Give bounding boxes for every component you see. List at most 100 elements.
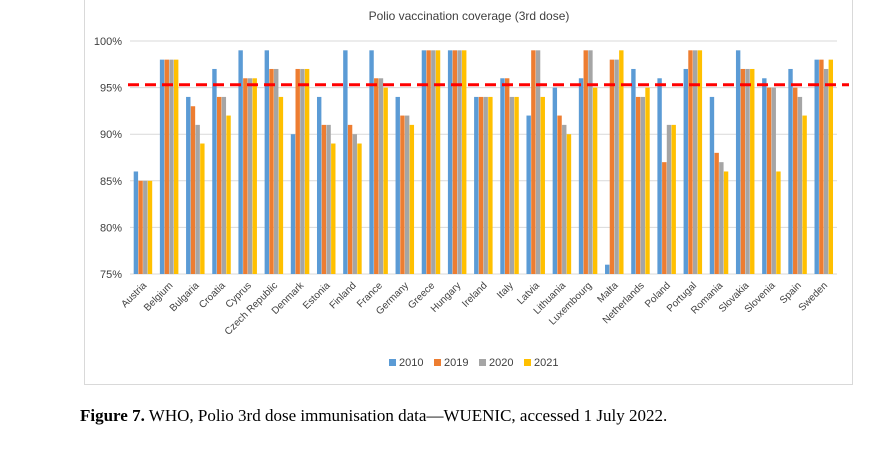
bar: [697, 50, 703, 274]
bar: [252, 78, 257, 274]
y-tick-label: 80%: [100, 222, 122, 234]
bar: [278, 96, 284, 274]
bar: [374, 78, 379, 274]
bar: [164, 59, 169, 274]
bar: [474, 96, 479, 274]
y-tick-label: 100%: [94, 36, 122, 48]
bar: [343, 50, 348, 274]
bar: [740, 68, 746, 275]
bar: [614, 59, 619, 274]
bar: [645, 87, 650, 274]
bar: [688, 50, 693, 274]
bar: [750, 68, 755, 275]
bar: [143, 180, 148, 274]
bar: [400, 115, 405, 274]
bar: [421, 50, 427, 274]
bar: [483, 96, 488, 274]
bar: [745, 68, 750, 275]
y-tick-label: 75%: [100, 269, 122, 281]
bar: [557, 115, 562, 274]
bar: [671, 124, 676, 274]
bar: [173, 59, 179, 274]
bar: [221, 96, 227, 274]
bar: [478, 96, 484, 274]
bar: [514, 96, 519, 274]
bar: [212, 68, 217, 275]
bar: [238, 50, 243, 274]
figure-caption: Figure 7. WHO, Polio 3rd dose immunisati…: [80, 406, 667, 426]
bar: [635, 96, 641, 274]
bar: [331, 143, 336, 274]
bar: [216, 96, 222, 274]
bar: [562, 124, 567, 274]
bar: [588, 50, 593, 274]
legend: 2010 2019 2020 2021: [389, 357, 558, 369]
bar: [819, 59, 824, 274]
bar: [802, 115, 807, 274]
legend-label: 2021: [534, 357, 558, 369]
x-category-label: Finland: [328, 280, 359, 311]
bar: [578, 78, 584, 274]
bar: [735, 50, 741, 274]
bar: [369, 50, 374, 274]
bar: [714, 152, 719, 274]
bar: [357, 143, 362, 274]
bar: [823, 68, 829, 275]
bar: [300, 68, 305, 275]
x-category-label: Croatia: [197, 280, 228, 311]
y-tick-label: 85%: [100, 176, 122, 188]
bar: [295, 68, 300, 275]
bar: [526, 115, 531, 274]
bar: [535, 50, 541, 274]
bar: [683, 68, 688, 275]
bar: [159, 59, 165, 274]
bar: [719, 162, 724, 274]
bar: [462, 50, 467, 274]
bar: [326, 124, 331, 274]
legend-swatch: [434, 359, 441, 366]
legend-label: 2010: [399, 357, 423, 369]
y-axis-ticks: 75% 80% 85% 90% 95% 100%: [94, 36, 122, 281]
bar: [709, 96, 715, 274]
bar: [631, 68, 636, 275]
bar: [509, 96, 515, 274]
bar: [435, 50, 441, 274]
bar: [797, 96, 803, 274]
bar: [583, 50, 588, 274]
bar: [138, 180, 143, 274]
bar: [431, 50, 436, 274]
bar: [383, 87, 388, 274]
y-tick-label: 90%: [100, 129, 122, 141]
bar: [190, 106, 196, 275]
bar: [264, 50, 270, 274]
bar: [186, 96, 191, 274]
bar: [776, 171, 781, 274]
bar: [290, 134, 296, 274]
x-category-label: Sweden: [797, 280, 830, 313]
x-category-label: Ireland: [460, 280, 489, 309]
bar: [640, 96, 646, 274]
bar: [662, 162, 667, 274]
bar: [504, 78, 510, 274]
bar: [304, 68, 310, 275]
bar: [426, 50, 431, 274]
caption-text: WHO, Polio 3rd dose immunisation data—WU…: [144, 406, 668, 425]
bar: [404, 115, 410, 274]
bar: [619, 50, 624, 274]
bar: [133, 171, 139, 274]
x-category-label: Estonia: [301, 280, 333, 312]
bar: [269, 68, 274, 275]
bar: [592, 87, 598, 274]
bar: [566, 134, 572, 274]
bar: [457, 50, 462, 274]
bar: [247, 78, 253, 274]
caption-label: Figure 7.: [80, 406, 145, 425]
bar: [531, 50, 536, 274]
bar: [447, 50, 453, 274]
bar: [552, 87, 558, 274]
bar: [666, 124, 672, 274]
chart-frame: Polio vaccination coverage (3rd dose) 75…: [84, 0, 853, 385]
bar: [500, 78, 505, 274]
bar: [788, 68, 793, 275]
legend-swatch: [524, 359, 531, 366]
